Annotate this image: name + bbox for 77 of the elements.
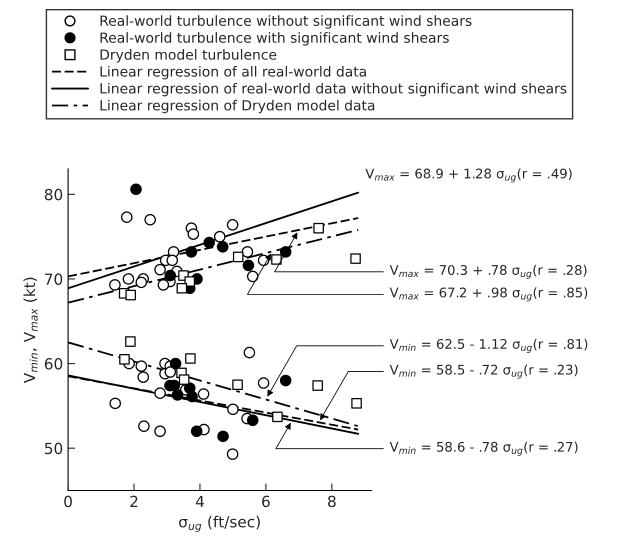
- x-tick-label: 8: [328, 496, 336, 508]
- annotation: V$_{min}$ = 58.5 - .72 σ$_{ug}$(r = .23): [390, 364, 578, 379]
- point: [217, 430, 229, 442]
- point: [232, 379, 243, 390]
- point: [351, 398, 362, 409]
- point: [350, 253, 361, 264]
- point: [280, 374, 292, 386]
- point: [246, 270, 258, 282]
- point: [154, 387, 166, 399]
- point: [186, 390, 198, 402]
- point: [232, 252, 244, 262]
- point: [242, 260, 254, 272]
- point: [258, 377, 270, 389]
- annotation: V$_{max}$ = 70.3 + .78 σ$_{ug}$(r = .28): [390, 264, 587, 279]
- point: [184, 276, 196, 287]
- x-tick-label: 2: [130, 496, 138, 507]
- legend-label: Real-world turbulence with significant wind shears: [100, 32, 449, 46]
- y-axis-title: V$_{min}$, V$_{max}$ (kt): [23, 278, 38, 384]
- x-tick-label: 6: [262, 496, 270, 508]
- point: [178, 374, 190, 385]
- point: [244, 346, 256, 358]
- point: [313, 222, 324, 234]
- point: [138, 420, 150, 432]
- point: [272, 412, 283, 422]
- point: [154, 264, 166, 276]
- point: [185, 353, 196, 364]
- point: [130, 183, 142, 196]
- point: [188, 228, 200, 240]
- legend-label: Dryden model turbulence: [100, 49, 276, 62]
- point: [226, 448, 238, 460]
- x-tick-label: 4: [196, 496, 204, 507]
- point: [109, 398, 122, 410]
- point: [136, 360, 148, 372]
- point: [109, 279, 121, 291]
- point: [176, 282, 188, 294]
- point: [122, 273, 134, 285]
- point: [158, 279, 170, 291]
- point: [226, 219, 238, 231]
- x-tick-label: 0: [64, 496, 72, 508]
- point: [172, 389, 184, 401]
- point: [164, 366, 176, 378]
- point: [170, 358, 182, 370]
- point: [144, 214, 156, 226]
- annotation: V$_{max}$ = 67.2 + .98 σ$_{ug}$(r = .85): [390, 287, 588, 302]
- point: [121, 211, 133, 223]
- point: [186, 246, 198, 258]
- point: [246, 414, 258, 426]
- y-tick-label: 60: [44, 358, 62, 370]
- point: [271, 254, 282, 265]
- annotation: V$_{min}$ = 58.6 - .78 σ$_{ug}$(r = .27): [390, 442, 578, 456]
- annotation: V$_{min}$ = 62.5 - 1.12 σ$_{ug}$(r = .81): [390, 338, 588, 353]
- point: [136, 276, 148, 288]
- point: [166, 254, 178, 266]
- legend-label: Real-world turbulence without significant wind shears: [100, 15, 472, 29]
- point: [312, 380, 323, 391]
- point: [214, 230, 226, 242]
- point: [190, 425, 202, 438]
- point: [154, 425, 166, 438]
- y-tick-label: 70: [45, 273, 62, 285]
- point: [227, 403, 239, 416]
- point: [125, 290, 136, 300]
- point: [198, 388, 210, 400]
- point: [119, 354, 130, 365]
- legend-label: Linear regression of all real-world data: [100, 66, 366, 80]
- point: [280, 246, 292, 258]
- point: [125, 336, 136, 347]
- legend-label: Linear regression of real-world data without significant wind shears: [100, 82, 566, 96]
- point: [137, 371, 150, 383]
- x-axis-title: σ$_{ug}$ (ft/sec): [179, 516, 260, 532]
- y-tick-label: 80: [44, 188, 62, 200]
- point: [164, 270, 176, 282]
- point: [203, 236, 215, 248]
- point: [216, 241, 228, 253]
- y-tick-label: 50: [44, 442, 62, 454]
- annotation: V$_{max}$ = 68.9 + 1.28 σ$_{ug}$(r = .49): [365, 168, 572, 182]
- point: [242, 246, 254, 258]
- legend-label: Linear regression of Dryden model data: [100, 100, 374, 114]
